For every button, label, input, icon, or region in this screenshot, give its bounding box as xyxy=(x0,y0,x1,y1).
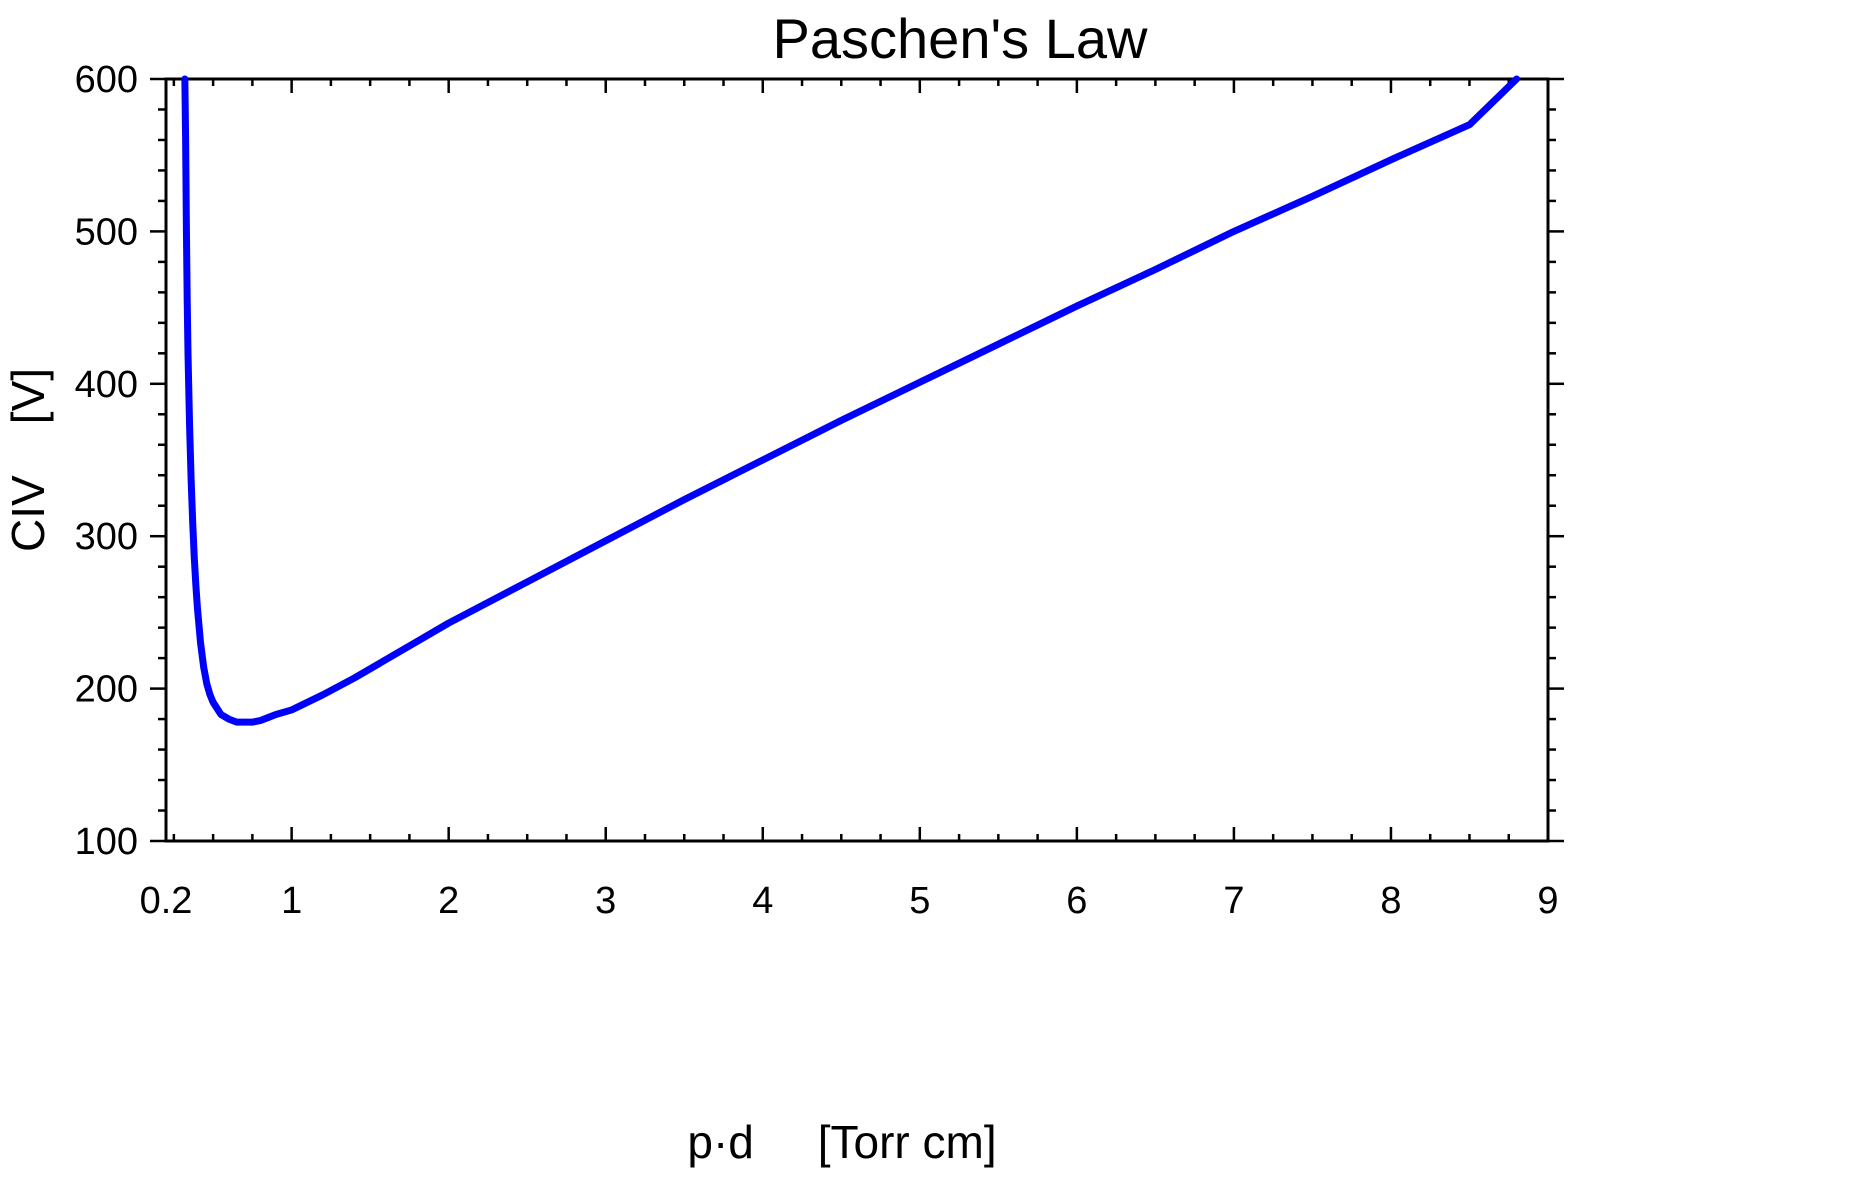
x-tick-label: 2 xyxy=(438,880,459,922)
data-point xyxy=(183,228,189,234)
chart-title: Paschen's Law xyxy=(773,7,1148,70)
y-tick-label: 300 xyxy=(75,516,138,558)
data-point xyxy=(1231,228,1237,234)
data-point xyxy=(383,657,389,663)
y-tick-labels: 100 200 300 400 500 600 xyxy=(75,59,138,863)
x-tick-label: 3 xyxy=(595,880,616,922)
x-tick-label: 7 xyxy=(1223,880,1244,922)
data-point xyxy=(183,137,189,143)
x-tick-label: 0.2 xyxy=(140,880,193,922)
data-point xyxy=(681,497,687,503)
data-point xyxy=(1514,76,1520,82)
data-point xyxy=(198,640,204,646)
data-point xyxy=(201,664,207,670)
data-point xyxy=(188,477,194,483)
data-point xyxy=(226,716,232,722)
data-point xyxy=(185,350,191,356)
y-tick-label: 100 xyxy=(75,821,138,863)
data-point xyxy=(187,422,193,428)
data-point xyxy=(190,519,196,525)
plot-frame xyxy=(164,77,1550,843)
data-point xyxy=(210,699,216,705)
data-point xyxy=(760,457,766,463)
y-tick-label: 600 xyxy=(75,59,138,101)
data-point xyxy=(273,712,279,718)
tick-marks xyxy=(150,77,1564,843)
data-point xyxy=(603,538,609,544)
data-point xyxy=(524,579,530,585)
data-point xyxy=(1074,303,1080,309)
x-axis-label: p·d [Torr cm] xyxy=(687,1116,996,1168)
data-point xyxy=(1152,267,1158,273)
y-tick-label: 400 xyxy=(75,364,138,406)
data-points xyxy=(182,76,1520,725)
data-point xyxy=(414,638,420,644)
x-tick-labels: 0.2 1 2 3 4 5 6 7 8 9 xyxy=(140,880,1559,922)
data-point xyxy=(193,582,199,588)
data-point xyxy=(917,379,923,385)
data-point xyxy=(204,681,210,687)
data-point xyxy=(249,719,255,725)
data-point xyxy=(995,341,1001,347)
data-point xyxy=(218,712,224,718)
x-tick-label: 4 xyxy=(752,880,773,922)
data-point xyxy=(234,719,240,725)
y-tick-label: 500 xyxy=(75,211,138,253)
data-point xyxy=(838,417,844,423)
data-point xyxy=(320,692,326,698)
data-point xyxy=(289,707,295,713)
data-point xyxy=(194,605,200,611)
y-axis-label: CIV [V] xyxy=(2,368,54,552)
data-point xyxy=(207,692,213,698)
data-point xyxy=(191,555,197,561)
x-tick-label: 9 xyxy=(1537,880,1558,922)
data-point xyxy=(182,76,188,82)
data-point xyxy=(265,715,271,721)
data-point xyxy=(242,719,248,725)
y-tick-label: 200 xyxy=(75,669,138,711)
data-point xyxy=(184,297,190,303)
series-line xyxy=(181,75,1521,726)
x-tick-label: 5 xyxy=(909,880,930,922)
x-tick-label: 1 xyxy=(281,880,302,922)
data-point xyxy=(446,620,452,626)
data-point xyxy=(351,675,357,681)
data-point xyxy=(1466,122,1472,128)
x-tick-label: 6 xyxy=(1066,880,1087,922)
data-point xyxy=(257,718,263,724)
data-point xyxy=(1309,193,1315,199)
x-tick-label: 8 xyxy=(1380,880,1401,922)
data-point xyxy=(1388,157,1394,163)
